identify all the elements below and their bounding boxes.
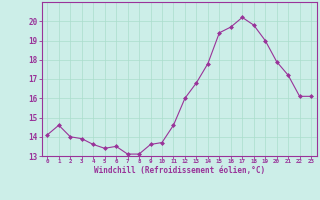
X-axis label: Windchill (Refroidissement éolien,°C): Windchill (Refroidissement éolien,°C) — [94, 166, 265, 175]
